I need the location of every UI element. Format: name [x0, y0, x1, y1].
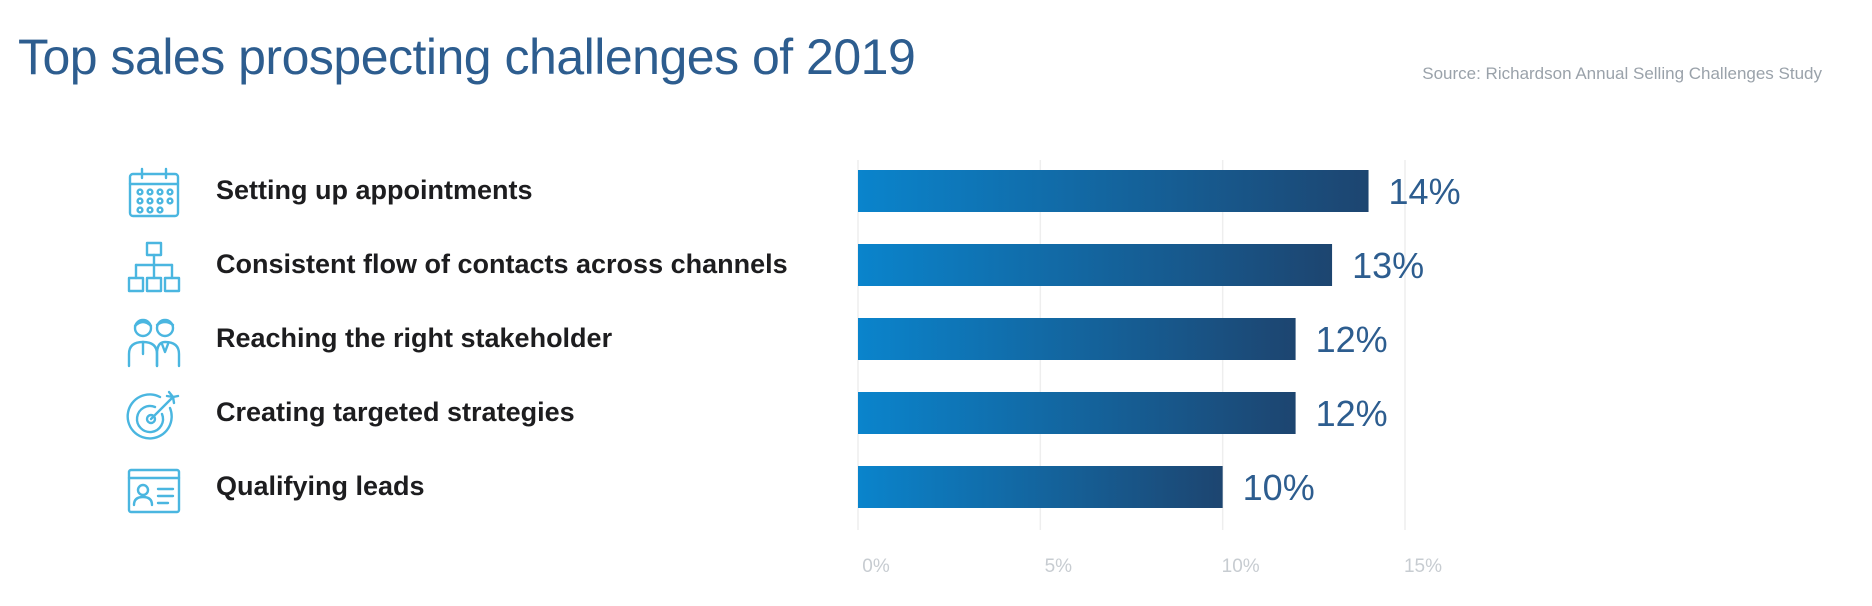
- calendar-icon: [128, 167, 180, 218]
- bar: [858, 318, 1296, 360]
- chart-source: Source: Richardson Annual Selling Challe…: [1422, 64, 1822, 83]
- category-label: Creating targeted strategies: [216, 397, 575, 427]
- x-tick-label: 10%: [1222, 556, 1260, 577]
- bar-value-label: 13%: [1352, 245, 1424, 286]
- people-icon: [127, 318, 181, 368]
- org-chart-icon: [127, 241, 181, 293]
- bar-value-label: 10%: [1243, 467, 1315, 508]
- chart-title: Top sales prospecting challenges of 2019: [18, 29, 916, 85]
- category-label: Reaching the right stakeholder: [216, 323, 613, 353]
- x-tick-label: 5%: [1045, 556, 1073, 577]
- category-label: Setting up appointments: [216, 175, 533, 205]
- bar-value-label: 14%: [1389, 171, 1461, 212]
- id-card-icon: [127, 468, 181, 514]
- category-label: Consistent flow of contacts across chann…: [216, 249, 788, 279]
- bar: [858, 392, 1296, 434]
- x-tick-label: 0%: [862, 556, 890, 577]
- bar-value-label: 12%: [1316, 393, 1388, 434]
- x-tick-label: 15%: [1404, 556, 1442, 577]
- target-icon: [126, 390, 180, 440]
- category-label: Qualifying leads: [216, 471, 425, 501]
- bar: [858, 466, 1223, 508]
- bar: [858, 244, 1333, 286]
- bar-value-label: 12%: [1316, 319, 1388, 360]
- bar: [858, 170, 1369, 212]
